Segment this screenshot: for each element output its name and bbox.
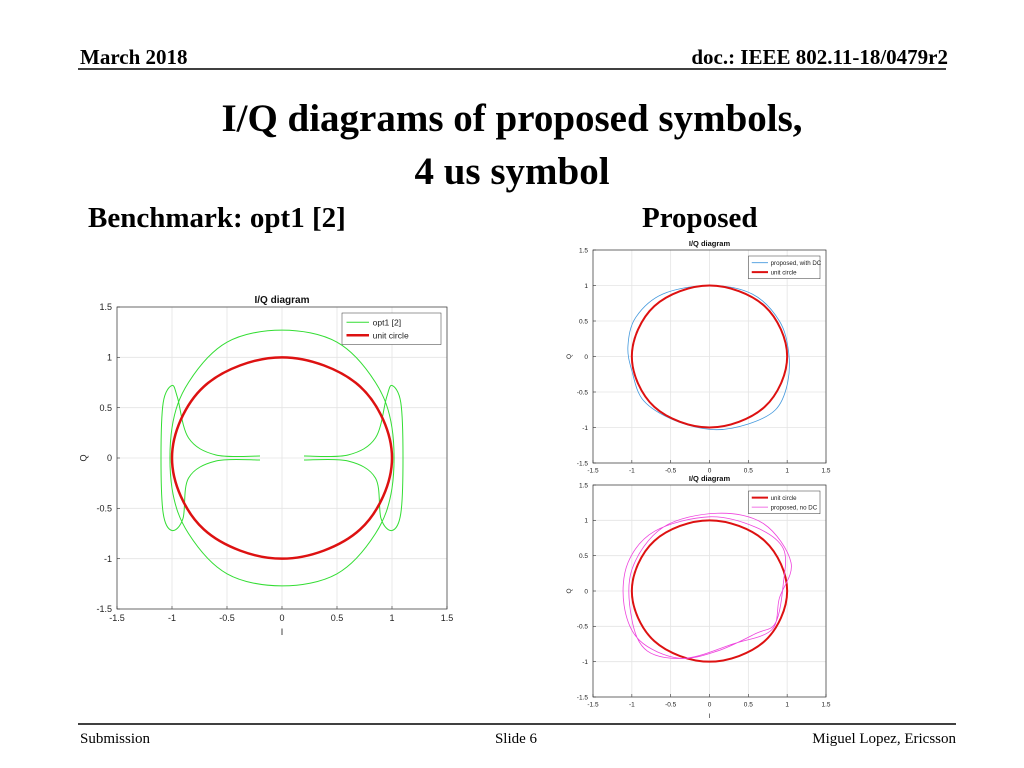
footer-center: Slide 6 — [495, 731, 538, 747]
x-tick-label: 0 — [708, 468, 712, 475]
x-axis-label: I — [709, 713, 711, 720]
y-tick-label: -1 — [104, 554, 112, 564]
series-line — [170, 356, 394, 560]
y-tick-label: 1.5 — [99, 302, 112, 312]
series-line — [630, 519, 789, 663]
y-tick-label: 0.5 — [579, 318, 588, 325]
x-tick-label: 1.5 — [441, 613, 454, 623]
chart: -1.5 -1 -0.5 0 0.5 1 1.5 -1.5 -1 -0.5 0 0.5 1 1.5 I/Q … — [78, 295, 453, 637]
x-tick-label: -0.5 — [665, 702, 677, 709]
y-tick-label: 1 — [584, 283, 588, 290]
y-tick-label: -1.5 — [96, 604, 112, 614]
y-tick-label: -0.5 — [577, 389, 589, 396]
x-tick-label: -1 — [168, 613, 176, 623]
slide-title: 4 us symbol — [414, 150, 609, 193]
series-line — [622, 512, 792, 659]
x-tick-label: 1 — [785, 468, 789, 475]
legend-label: proposed, with DC — [771, 260, 822, 267]
x-tick-label: 0 — [279, 613, 284, 623]
legend-box — [341, 312, 442, 345]
header-doc: doc.: IEEE 802.11-18/0479r2 — [691, 45, 948, 69]
y-axis-label: Q — [566, 588, 573, 593]
y-axis-label: Q — [566, 354, 573, 359]
y-tick-label: -1.5 — [577, 694, 589, 701]
chart: -1.5 -1 -0.5 0 0.5 1 1.5 -1.5 -1 -0.5 0 0.5 1 1.5 I/Q … — [566, 474, 831, 720]
x-tick-label: 0.5 — [744, 468, 753, 475]
slide-title: I/Q diagrams of proposed symbols, — [221, 97, 802, 140]
footer-right: Miguel Lopez, Ericsson — [812, 731, 956, 747]
chart-title: I/Q diagram — [254, 295, 309, 306]
x-tick-label: 0 — [708, 702, 712, 709]
y-tick-label: 1 — [584, 518, 588, 525]
legend-label: unit circle — [373, 330, 409, 340]
y-tick-label: 1 — [107, 352, 112, 362]
x-tick-label: 1.5 — [821, 702, 830, 709]
y-tick-label: 1.5 — [579, 247, 588, 254]
y-tick-label: -1 — [582, 659, 588, 666]
legend-label: unit circle — [771, 269, 798, 276]
left-label: Benchmark: opt1 [2] — [88, 202, 346, 234]
x-tick-label: -1.5 — [587, 702, 599, 709]
axes-box — [116, 306, 448, 610]
x-tick-label: -1 — [629, 702, 635, 709]
footer-left: Submission — [80, 731, 151, 747]
chart: -1.5 -1 -0.5 0 0.5 1 1.5 -1.5 -1 -0.5 0 0.5 1 1.5 I/Q … — [566, 239, 831, 475]
y-axis-label: Q — [78, 454, 88, 461]
right-label: Proposed — [642, 202, 757, 234]
header-date: March 2018 — [80, 45, 188, 69]
y-tick-label: -0.5 — [96, 503, 112, 513]
chart-title: I/Q diagram — [689, 474, 731, 483]
y-tick-label: 0 — [107, 453, 112, 463]
x-tick-label: 1 — [785, 702, 789, 709]
x-tick-label: 0.5 — [744, 702, 753, 709]
x-tick-label: -1 — [629, 468, 635, 475]
x-axis-label: I — [281, 627, 284, 637]
y-tick-label: 0 — [584, 588, 588, 595]
x-tick-label: -1.5 — [109, 613, 125, 623]
y-tick-label: -1.5 — [577, 460, 589, 467]
axes-box — [592, 249, 827, 464]
y-tick-label: -1 — [582, 425, 588, 432]
x-tick-label: -0.5 — [219, 613, 235, 623]
series-line — [630, 284, 789, 429]
y-tick-label: 0.5 — [579, 553, 588, 560]
axes-box — [592, 484, 827, 698]
legend-label: proposed, no DC — [771, 504, 818, 511]
series-line — [160, 329, 404, 587]
y-tick-label: 0 — [584, 354, 588, 361]
x-tick-label: -0.5 — [665, 468, 677, 475]
y-tick-label: 0.5 — [99, 403, 112, 413]
chart-title: I/Q diagram — [689, 239, 731, 248]
series-line — [627, 285, 790, 431]
legend-label: opt1 [2] — [373, 317, 402, 327]
x-tick-label: 0.5 — [331, 613, 344, 623]
x-tick-label: -1.5 — [587, 468, 599, 475]
x-tick-label: 1.5 — [821, 468, 830, 475]
legend-label: unit circle — [771, 495, 798, 502]
y-tick-label: 1.5 — [579, 482, 588, 489]
y-tick-label: -0.5 — [577, 624, 589, 631]
x-tick-label: 1 — [389, 613, 394, 623]
